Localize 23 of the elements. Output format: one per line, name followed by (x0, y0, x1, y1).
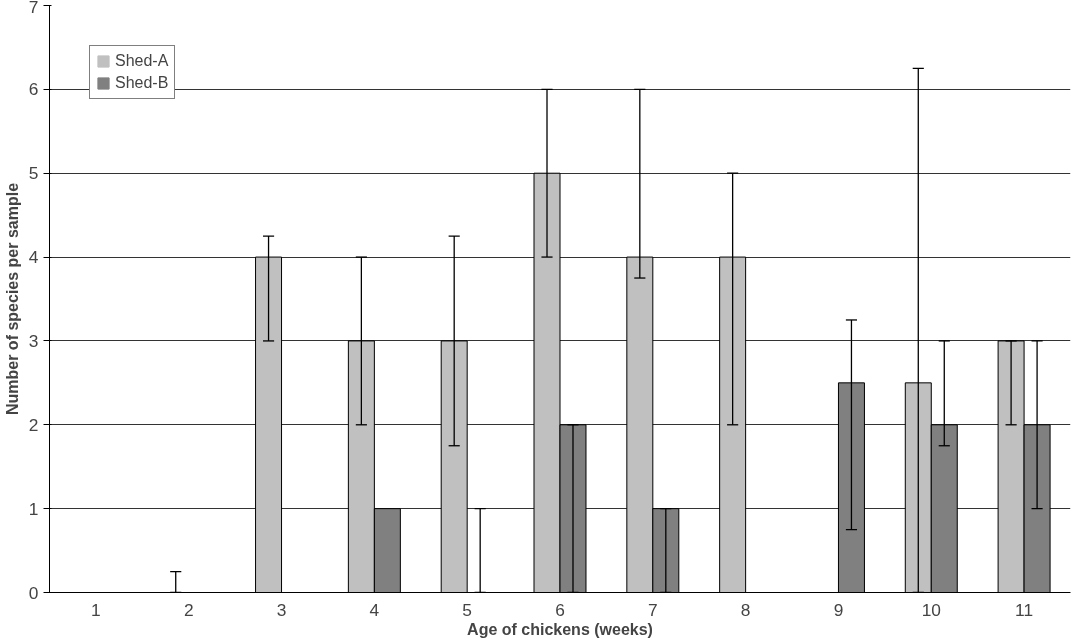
x-tick-label: 11 (1015, 599, 1034, 620)
x-tick-label: 6 (555, 599, 565, 620)
x-tick-label: 9 (833, 599, 844, 620)
y-tick-label: 1 (28, 498, 39, 519)
y-tick-label: 0 (28, 582, 39, 603)
x-axis-title: Age of chickens (weeks) (467, 620, 653, 638)
y-tick-label: 6 (28, 79, 39, 100)
x-tick-label: 4 (369, 599, 380, 620)
y-tick-label: 5 (28, 163, 39, 184)
x-tick-label: 3 (276, 599, 287, 620)
x-tick-label: 5 (462, 599, 472, 620)
y-tick-label: 3 (28, 330, 39, 351)
x-tick-label: 1 (91, 599, 101, 620)
y-tick-label: 4 (28, 247, 39, 268)
y-tick-label: 7 (28, 0, 39, 17)
y-axis-title: Number of species per sample (3, 182, 21, 416)
legend-label: Shed-B (115, 74, 169, 92)
x-tick-label: 2 (183, 599, 194, 620)
x-tick-label: 7 (648, 599, 658, 620)
x-tick-label: 10 (921, 599, 941, 620)
x-tick-label: 8 (740, 599, 751, 620)
legend-label: Shed-A (115, 52, 169, 70)
y-tick-label: 2 (28, 414, 39, 435)
